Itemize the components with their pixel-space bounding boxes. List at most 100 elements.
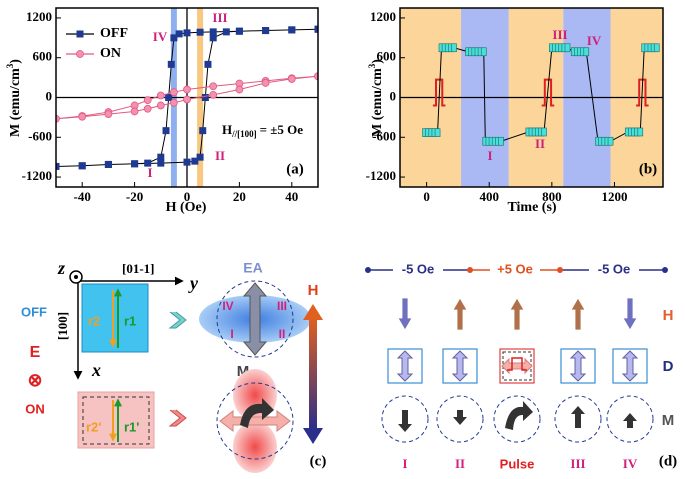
- y-label-sup: 3: [367, 63, 377, 68]
- x-axis-label: Time (s): [507, 200, 556, 215]
- dashed-circle: [216, 382, 294, 460]
- marker: [583, 47, 590, 57]
- marker: [637, 127, 644, 137]
- chevron: [168, 311, 187, 329]
- x-tick-label: 0: [184, 189, 191, 204]
- out-of-plane-dot: [74, 275, 78, 279]
- row-label: H: [663, 307, 674, 324]
- field-subscript: //[100]: [231, 129, 257, 139]
- x-tick-label: -40: [74, 189, 91, 204]
- marker: [653, 43, 660, 53]
- quadrant-label: II: [279, 327, 286, 341]
- field-dot: [557, 267, 563, 273]
- marker: [201, 94, 209, 101]
- y-label-text: M (emu/cm: [370, 68, 385, 137]
- quadrant-label: I: [230, 327, 233, 341]
- m-arrow: [623, 413, 637, 428]
- region-label: r1: [124, 313, 136, 328]
- marker: [144, 159, 152, 167]
- y-tick-label: -1200: [366, 168, 396, 183]
- y-axis-label: M (emu/cm3): [367, 59, 385, 137]
- state-annotation: IV: [587, 33, 602, 48]
- double-arrow: [242, 282, 268, 356]
- marker: [607, 136, 614, 146]
- legend-label: ON: [100, 46, 121, 61]
- marker: [480, 47, 487, 57]
- marker: [143, 104, 152, 113]
- domain-arrow: [396, 350, 414, 382]
- m-arrow: [571, 406, 585, 428]
- quadrant-label: IV: [222, 299, 233, 313]
- x-tick-label: 1200: [601, 189, 627, 204]
- marker: [209, 34, 217, 42]
- panel-c: z [01-1] y x [100] r2 r1 OFF E ⊗ ON r2' …: [21, 258, 326, 473]
- h-label: H: [308, 282, 319, 299]
- marker: [169, 98, 178, 107]
- marker: [162, 127, 170, 135]
- y-direction: [01-1]: [122, 261, 155, 276]
- field-label: H//[100] = ±5 Oe: [222, 122, 303, 139]
- y-tick-label: 1200: [370, 9, 396, 24]
- marker: [104, 160, 112, 168]
- field-dot: [662, 267, 668, 273]
- pulse: [432, 78, 446, 107]
- y-tick-label: -1200: [22, 168, 52, 183]
- marker: [56, 114, 60, 123]
- off-label: OFF: [21, 304, 47, 319]
- axis-x: x: [91, 360, 101, 380]
- x-tick-label: 40: [285, 189, 298, 204]
- x-tick-label: 0: [423, 189, 430, 204]
- series-line: [56, 28, 318, 167]
- arrow-head: [303, 304, 323, 320]
- m-arrow: [398, 410, 412, 432]
- region-label: r2': [86, 419, 101, 434]
- x-tick-label: 800: [542, 189, 562, 204]
- marker: [564, 43, 571, 53]
- marker: [314, 72, 318, 81]
- label-bg: [589, 262, 639, 278]
- region-label: r1': [124, 419, 139, 434]
- chevron: [168, 409, 187, 427]
- marker: [209, 90, 218, 99]
- marker: [204, 60, 212, 68]
- state-label: IV: [623, 456, 638, 471]
- row-label: M: [662, 412, 675, 429]
- y-label-sup: 3: [5, 63, 15, 68]
- field-symbol: H: [222, 122, 232, 137]
- marker: [183, 158, 191, 166]
- marker: [156, 91, 165, 100]
- marker: [314, 25, 318, 33]
- y-label-text: M (emu/cm: [8, 68, 23, 137]
- marker: [157, 153, 165, 161]
- marker: [165, 94, 173, 101]
- marker: [196, 153, 204, 161]
- h-gradient-arrow: [309, 318, 317, 430]
- quadrant-label: III: [277, 299, 287, 313]
- y-axis-label: M (emu/cm3): [5, 59, 23, 137]
- panel-label: (c): [310, 453, 327, 469]
- marker: [209, 82, 218, 91]
- h-arrow: [509, 297, 525, 331]
- y-tick-label: 1200: [26, 9, 52, 24]
- state-annotation: I: [147, 165, 152, 180]
- field-symbol: ⊗: [27, 370, 42, 390]
- m-circle: [436, 395, 484, 443]
- m-circle: [381, 395, 429, 443]
- y-tick-label: -600: [28, 128, 52, 143]
- marker: [104, 110, 113, 118]
- marker: [183, 85, 191, 94]
- field-value: = ±5 Oe: [260, 122, 304, 137]
- axis-y: y: [188, 273, 199, 293]
- axis-z: z: [57, 258, 65, 278]
- marker: [78, 112, 87, 121]
- panel-label: (b): [639, 161, 657, 177]
- y-tick-label: 600: [33, 49, 53, 64]
- state-label: II: [455, 456, 465, 471]
- marker: [157, 159, 165, 167]
- marker: [175, 30, 183, 38]
- lobe: [233, 421, 277, 473]
- domain-arrow: [621, 350, 639, 382]
- marker: [451, 43, 457, 53]
- state-annotation: I: [487, 148, 492, 163]
